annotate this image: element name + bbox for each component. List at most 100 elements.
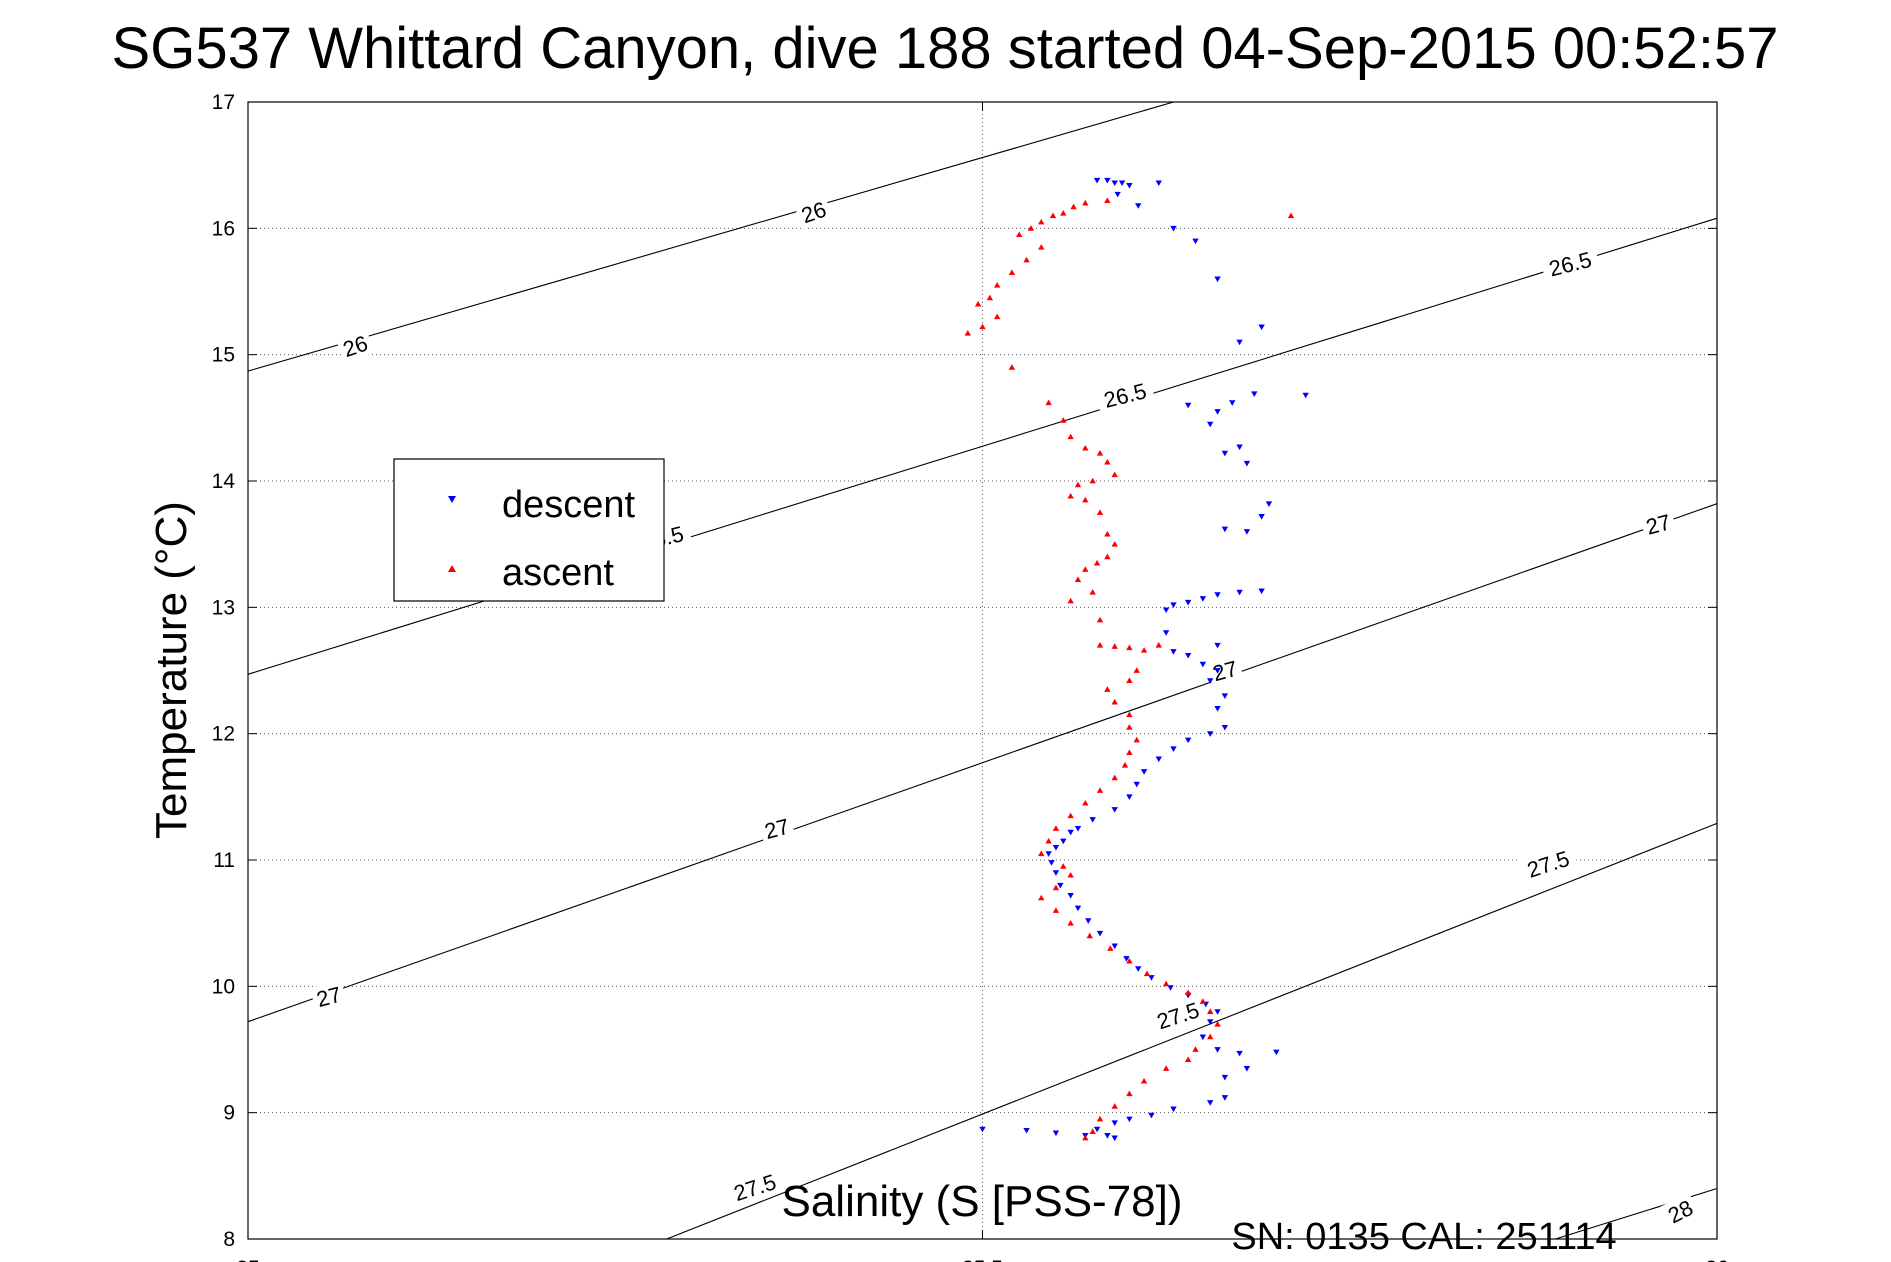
descent-point [1302,392,1309,399]
ascent-point [1214,1021,1221,1027]
ascent-point [1133,667,1140,673]
descent-point [1221,1074,1229,1081]
descent-point [1170,602,1177,609]
ascent-point [1067,433,1074,440]
contour-label: 27 [309,979,348,1014]
ascent-point [1089,1128,1096,1135]
ascent-point [1049,212,1057,219]
descent-point [1206,1100,1214,1106]
descent-point [1221,1095,1229,1101]
descent-point [1221,526,1229,533]
ascent-point [1111,1103,1118,1109]
ascent-point [974,300,982,307]
descent-point [1140,769,1148,775]
contour-label-gap [1539,244,1601,284]
ascent-point [1052,825,1060,831]
ascent-point [1111,774,1118,781]
legend-descent-label: descent [502,484,636,526]
ascent-point [1111,471,1118,478]
y-tick-label: 12 [212,723,235,746]
ascent-point [979,323,986,330]
descent-point [1221,450,1229,457]
descent-point [1206,678,1214,684]
ascent-point [1126,1090,1133,1097]
contour-label: 27 [757,811,796,846]
descent-point [1184,599,1192,606]
contour-label-gap [724,1166,786,1209]
descent-point [1243,1066,1251,1072]
descent-point [1052,844,1060,851]
contour-line-27 [247,503,1718,1023]
descent-point [1206,1019,1214,1025]
ascent-series [964,197,1295,1141]
ascent-point [1107,945,1114,951]
ascent-point [1045,399,1052,406]
descent-point [1184,737,1192,744]
ascent-point [1126,957,1133,964]
legend-ascent-label: ascent [502,552,614,594]
ascent-point [1060,209,1067,216]
descent-point [1214,706,1221,712]
x-tick-label: 35.5 [962,1257,1003,1262]
contour-label: 27 [1639,507,1678,541]
y-tick-label: 9 [223,1102,235,1125]
ascent-point [1126,677,1133,684]
ascent-point [1096,509,1104,515]
descent-point [1214,668,1221,674]
ascent-point [1082,1134,1089,1141]
descent-point [1214,276,1221,283]
descent-point [1067,892,1074,899]
descent-point [1199,596,1207,602]
ascent-point [1027,225,1035,231]
descent-point [1170,649,1177,655]
y-axis-label: Temperature (°C) [147,501,196,839]
descent-point [1170,746,1177,753]
y-tick-label: 13 [212,596,235,619]
ascent-point [1067,492,1074,499]
descent-point [1126,794,1133,801]
contour-label-gap [335,328,375,364]
ascent-point [1089,588,1096,595]
contour-line-26 [247,101,1174,372]
descent-point [1199,1034,1207,1041]
ascent-point [1121,762,1129,768]
ascent-point [1126,644,1133,651]
ascent-point [1184,1056,1192,1063]
descent-point [1170,1106,1177,1113]
ascent-point [1082,199,1089,206]
ascent-point [1126,749,1133,756]
descent-point [1184,402,1192,409]
descent-point [1162,630,1170,636]
ascent-point [1093,559,1101,566]
ascent-point [1206,1033,1214,1040]
contour-label-gap [757,811,796,846]
descent-point [1236,589,1243,596]
contour-label-gap [1660,1192,1701,1231]
ascent-point [1067,597,1074,604]
ascent-point [1086,932,1093,939]
descent-point [1229,400,1236,406]
descent-point [1045,851,1052,857]
descent-point [1243,529,1251,535]
descent-point [1111,1135,1118,1142]
ascent-point [1067,812,1074,819]
serial-calibration-footer: SN: 0135 CAL: 251114 [1231,1216,1616,1258]
ascent-point [1199,998,1207,1004]
ascent-point [993,281,1001,288]
descent-point [1074,826,1082,832]
descent-point [1236,1050,1243,1057]
ascent-point [1052,907,1060,913]
ascent-point [1162,1065,1170,1071]
descent-point [1023,1127,1030,1134]
descent-point [979,1126,986,1133]
descent-point [1214,642,1221,649]
legend: descent ascent [393,458,665,602]
contour-label-gap [1639,507,1678,541]
descent-point [1114,191,1121,198]
descent-point [1192,238,1199,245]
contour-label-gap [309,979,348,1014]
ascent-point [1052,884,1060,891]
descent-point [1135,203,1142,209]
